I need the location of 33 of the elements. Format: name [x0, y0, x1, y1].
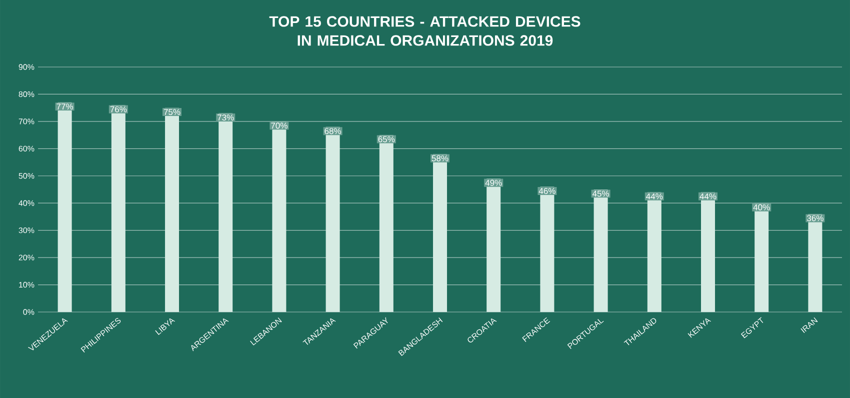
y-tick-label: 30% — [18, 227, 34, 234]
bar — [701, 192, 715, 312]
y-tick-label: 80% — [18, 91, 34, 98]
data-label: 46% — [538, 188, 556, 194]
y-tick-label: 40% — [18, 200, 34, 206]
y-tick-label: 10% — [19, 282, 34, 288]
bar — [433, 154, 448, 312]
bar — [111, 105, 126, 312]
y-tick-label: 50% — [18, 173, 34, 179]
data-label: 73% — [218, 114, 234, 120]
bar — [647, 192, 662, 312]
data-label: 65% — [378, 136, 395, 142]
bar — [486, 178, 501, 312]
y-tick-label: 90% — [18, 64, 34, 70]
data-label: 44% — [700, 193, 716, 200]
y-tick-label: 20% — [18, 254, 34, 260]
data-label: 58% — [432, 155, 448, 162]
data-label: 40% — [753, 204, 770, 210]
data-label: 70% — [271, 122, 288, 129]
data-label: 75% — [164, 109, 180, 116]
y-tick-label: 60% — [18, 146, 34, 152]
data-label: 49% — [485, 180, 502, 186]
y-tick-label: 0% — [23, 309, 34, 315]
y-tick-label: 70% — [18, 118, 34, 124]
data-label: 36% — [807, 215, 824, 222]
chart-title: TOP 15 COUNTRIES - ATTACKED DEVICES IN MEDICAL ORGANIZATIONS 2019 — [269, 16, 580, 46]
data-label: 76% — [110, 106, 127, 112]
data-label: 77% — [56, 104, 74, 110]
bar — [379, 135, 394, 312]
data-label: 68% — [324, 128, 342, 134]
data-label: 45% — [592, 190, 610, 197]
bar — [754, 203, 769, 312]
data-label: 44% — [646, 193, 663, 200]
